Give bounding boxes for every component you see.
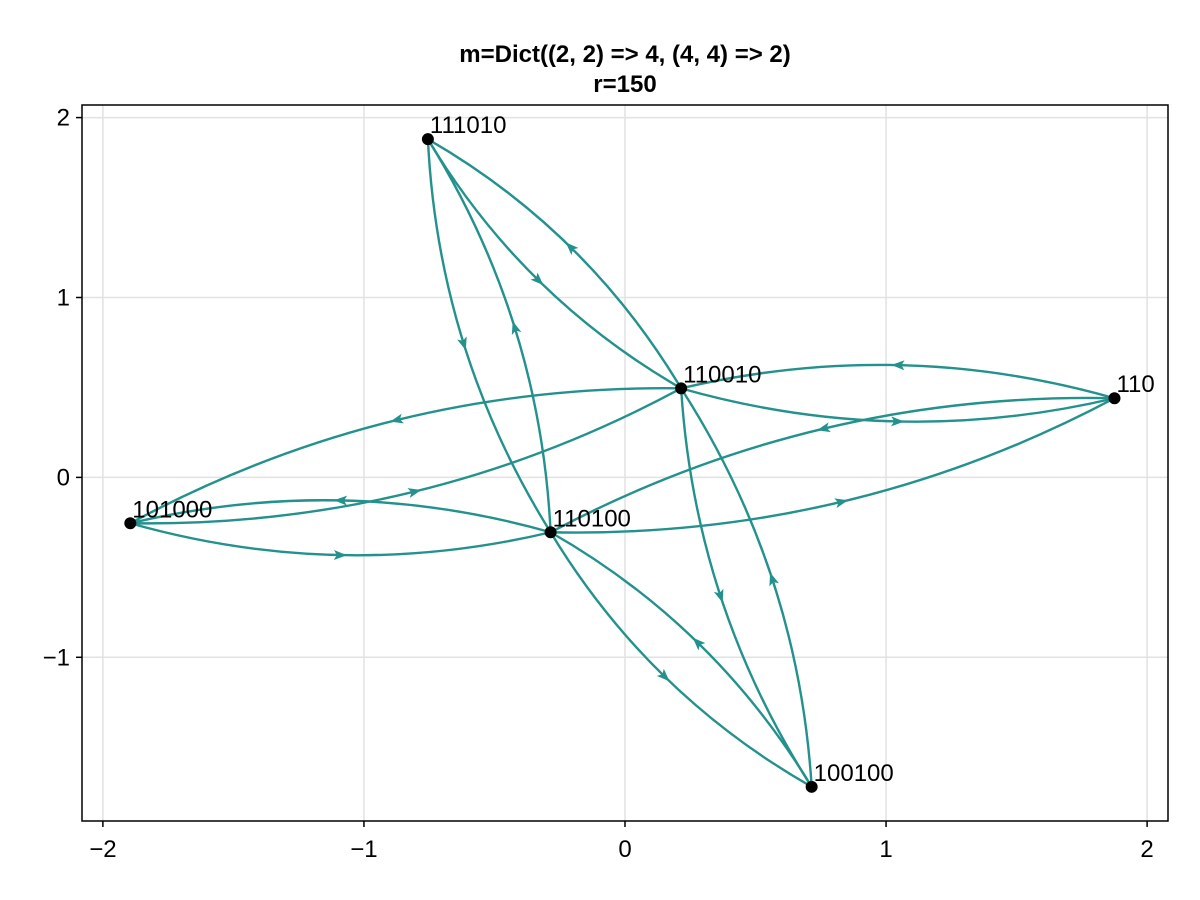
edge-arrow-110100-to-100100 (656, 668, 670, 682)
edge-arrow-100100-to-110010 (769, 572, 779, 587)
node-100100 (805, 780, 818, 793)
edge-arrow-110010-to-111010 (565, 242, 579, 256)
edge-100100-to-110100 (550, 531, 813, 788)
chart-title-line-2: r=150 (593, 71, 656, 98)
grid-lines (82, 105, 1168, 821)
edge-arrow-111010-to-110010 (530, 272, 544, 286)
edge-arrow-110010-to-110 (891, 416, 905, 427)
edge-arrow-110-to-110100 (817, 422, 831, 433)
edge-110100-to-111010 (426, 138, 552, 533)
y-tick-label: 2 (57, 105, 70, 132)
edge-arrow-110010-to-100100 (713, 588, 724, 603)
edge-arrow-101000-to-110010 (407, 488, 422, 498)
node-label-110100: 110100 (553, 505, 631, 532)
chart-title-line-1: m=Dict((2, 2) => 4, (4, 4) => 2) (459, 41, 790, 68)
edge-101000-to-110010 (130, 387, 682, 525)
x-tick-label: −2 (89, 836, 116, 863)
x-tick-label: 1 (879, 836, 892, 863)
node-110 (1108, 392, 1121, 405)
edge-110100-to-100100 (549, 531, 813, 788)
edge-100100-to-110010 (680, 387, 813, 787)
node-label-100100: 100100 (814, 760, 894, 787)
x-tick-label: 0 (618, 836, 631, 863)
edge-101000-to-110100 (129, 522, 551, 557)
node-label-111010: 111010 (430, 112, 507, 139)
node-101000 (124, 517, 137, 530)
edge-arrow-110100-to-101000 (334, 495, 348, 506)
y-tick-label: −1 (43, 644, 70, 671)
edge-arrow-110-to-110010 (891, 360, 905, 371)
edge-arrow-100100-to-110100 (692, 637, 706, 651)
edge-110010-to-101000 (129, 387, 682, 525)
nodes-layer: 111010 110010 110 101000 110100 100100 (124, 112, 1155, 793)
node-110010 (675, 382, 688, 395)
axes-ticks: −2 −1 0 1 2 −1 0 1 2 (43, 105, 1154, 863)
node-label-101000: 101000 (132, 496, 212, 523)
y-tick-label: 1 (57, 284, 70, 311)
edge-arrow-111010-to-110100 (457, 336, 467, 351)
edge-110010-to-100100 (679, 388, 813, 788)
edges-layer (129, 138, 1116, 788)
node-111010 (421, 133, 434, 146)
node-label-110: 110 (1116, 371, 1154, 398)
edge-110010-to-110 (680, 387, 1115, 423)
x-tick-label: 2 (1140, 836, 1153, 863)
edge-arrow-110100-to-110 (834, 498, 849, 509)
edge-arrow-101000-to-110100 (333, 549, 347, 560)
edge-arrow-110100-to-111010 (511, 321, 522, 335)
edge-arrow-110010-to-101000 (390, 413, 404, 424)
edge-111010-to-110100 (426, 139, 552, 533)
node-110100 (544, 526, 557, 539)
x-tick-label: −1 (350, 836, 377, 863)
y-tick-label: 0 (57, 464, 70, 491)
node-label-110010: 110010 (683, 361, 761, 388)
